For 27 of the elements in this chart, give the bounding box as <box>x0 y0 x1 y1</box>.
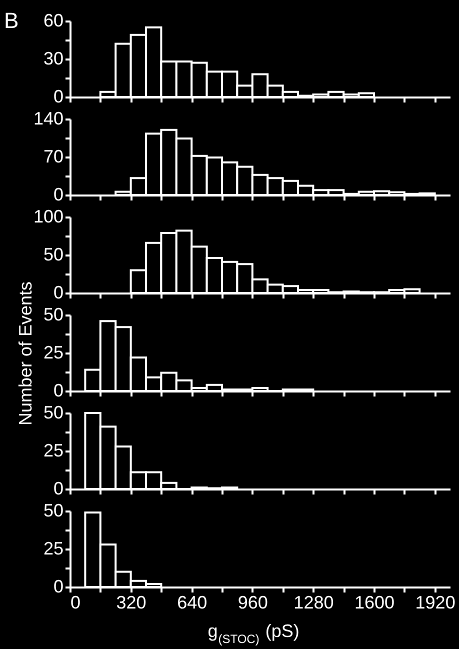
x-tick-label: 640 <box>177 592 208 612</box>
y-tick-label: 50 <box>43 402 64 422</box>
y-tick-label: 0 <box>53 576 64 596</box>
x-tick-label: 1280 <box>294 592 334 612</box>
x-tick-label: 0 <box>70 592 81 612</box>
y-tick-label: 50 <box>43 304 64 324</box>
y-tick-label: 0 <box>53 184 64 204</box>
y-tick-label: 25 <box>43 440 64 460</box>
y-tick-label: 50 <box>43 500 64 520</box>
y-tick-label: 0 <box>53 380 64 400</box>
y-tick-label: 0 <box>53 86 64 106</box>
x-tick-label: 320 <box>116 592 146 612</box>
y-tick-label: 0 <box>53 478 64 498</box>
y-tick-label: 60 <box>43 10 64 30</box>
x-tick-label: 960 <box>238 592 268 612</box>
chart-title: B <box>4 8 19 33</box>
y-tick-label: 70 <box>43 146 64 166</box>
y-axis-title: Number of Events <box>15 281 36 426</box>
x-tick-label: 1920 <box>415 592 456 612</box>
y-tick-label: 25 <box>43 538 64 558</box>
y-tick-label: 0 <box>53 282 64 302</box>
y-tick-label: 140 <box>33 108 64 128</box>
y-tick-label: 25 <box>43 342 64 362</box>
y-tick-label: 50 <box>43 244 64 264</box>
y-tick-label: 30 <box>43 48 64 68</box>
y-tick-label: 100 <box>33 206 64 226</box>
x-tick-label: 1600 <box>354 592 395 612</box>
